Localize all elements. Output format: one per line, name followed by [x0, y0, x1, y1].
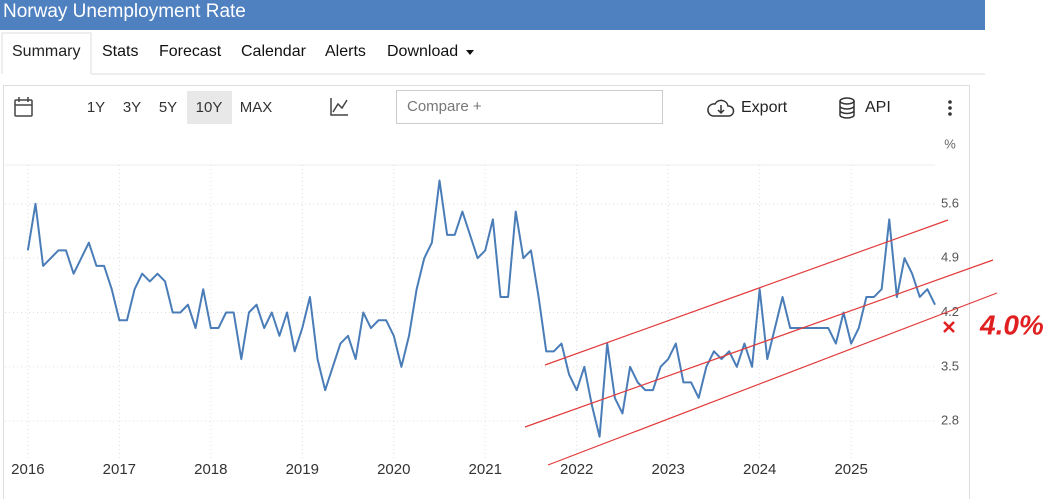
range-button[interactable]: 10Y [196, 99, 223, 116]
range-button[interactable]: 3Y [123, 99, 141, 116]
x-tick-label: 2021 [469, 461, 502, 478]
calendar-icon[interactable] [14, 97, 33, 117]
tab[interactable]: Forecast [159, 43, 222, 60]
chart: 2.83.54.24.95.62016201720182019202020212… [5, 164, 959, 478]
x-tick-label: 2016 [11, 461, 44, 478]
range-button[interactable]: 1Y [87, 99, 105, 116]
tab[interactable]: Summary [12, 43, 80, 60]
header-bar [0, 0, 985, 30]
hand-annotation: 4.0% [979, 309, 1044, 340]
y-tick-label: 4.9 [941, 250, 959, 265]
chart-panel [3, 85, 970, 499]
chart-type-icon[interactable] [330, 98, 348, 116]
active-tab-border [1, 32, 92, 74]
range-button[interactable]: MAX [240, 99, 273, 116]
tab-bar [0, 30, 985, 80]
tab[interactable]: Alerts [325, 43, 366, 60]
page-title: Norway Unemployment Rate [3, 1, 246, 22]
y-tick-label: 5.6 [941, 195, 959, 210]
x-tick-label: 2022 [560, 461, 593, 478]
tab[interactable]: Download [387, 43, 458, 60]
x-tick-label: 2023 [652, 461, 685, 478]
x-tick-label: 2017 [103, 461, 136, 478]
y-tick-label: 2.8 [941, 413, 959, 428]
dropdown-caret [466, 50, 474, 55]
x-tick-label: 2019 [286, 461, 319, 478]
x-tick-label: 2020 [377, 461, 410, 478]
y-tick-label: 3.5 [941, 358, 959, 373]
x-tick-label: 2024 [743, 461, 776, 478]
y-axis-unit: % [944, 136, 956, 151]
range-selected-bg [187, 91, 232, 124]
data-line [26, 179, 936, 438]
compare-input[interactable] [396, 90, 663, 124]
x-tick-label: 2025 [834, 461, 867, 478]
tab[interactable]: Calendar [241, 43, 307, 60]
more-menu[interactable] [948, 100, 952, 116]
export-button[interactable]: Export [741, 99, 788, 116]
export-icon[interactable] [707, 99, 735, 117]
tab[interactable]: Stats [102, 43, 138, 60]
hand-drawn-channel [524, 219, 998, 466]
compare-placeholder: Compare + [407, 98, 482, 115]
api-button[interactable]: API [865, 99, 891, 116]
api-icon[interactable] [839, 97, 855, 119]
range-button[interactable]: 5Y [159, 99, 177, 116]
hand-drawn-cross [943, 321, 955, 333]
x-tick-label: 2018 [194, 461, 227, 478]
